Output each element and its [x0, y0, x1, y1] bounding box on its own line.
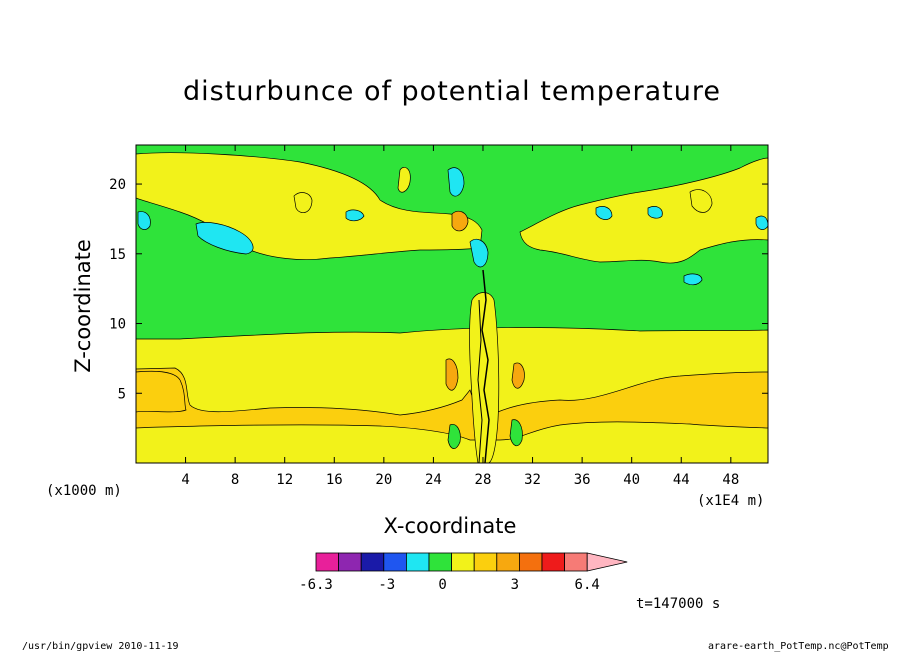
x-tick-label: 16: [326, 472, 343, 488]
colorbar-label: 6.4: [575, 577, 600, 593]
x-tick-label: 40: [623, 472, 640, 488]
cold-patch: [683, 273, 703, 286]
warm-patch: [397, 167, 411, 193]
colorbar-box: [496, 552, 520, 572]
warm-patch: [689, 189, 713, 213]
cold-patch: [469, 238, 489, 268]
warm-layer-west: [136, 370, 187, 413]
cold-patch: [137, 211, 151, 230]
cold-patch: [195, 222, 254, 255]
colorbar-box: [473, 552, 498, 572]
colorbar-arrow: [586, 552, 628, 572]
plume-contours: [477, 299, 483, 463]
warm-core: [511, 362, 525, 389]
x-tick-label: 28: [475, 472, 492, 488]
plot-area: [136, 145, 768, 463]
colorbar-box: [338, 552, 362, 572]
cool-core: [447, 424, 461, 449]
warm-layer-fill: [136, 367, 768, 441]
x-tick-label: 44: [673, 472, 690, 488]
cool-core: [509, 419, 523, 447]
colorbar-box: [451, 552, 475, 572]
cold-patch: [595, 206, 613, 220]
colorbar-box: [405, 552, 430, 572]
colorbar-label: -3: [378, 577, 395, 593]
x-unit-label: (x1E4 m): [697, 493, 765, 509]
colorbar-box: [383, 552, 407, 572]
plot-frame: [135, 144, 769, 464]
x-tick-label: 24: [425, 472, 442, 488]
x-tick-label: 20: [375, 472, 392, 488]
warm-core: [451, 210, 469, 232]
upper-warm-band-east: [519, 157, 768, 264]
x-tick-label: 4: [181, 472, 189, 488]
warm-patch: [293, 192, 313, 214]
y-tick-label: 15: [109, 247, 126, 263]
y-tick-label: 10: [109, 317, 126, 333]
colorbar: -6.3 -3 0 3 6.4: [299, 552, 628, 593]
x-tick-label: 12: [276, 472, 293, 488]
x-tick-label: 36: [574, 472, 591, 488]
x-axis-label: X-coordinate: [383, 514, 517, 538]
colorbar-label: 3: [511, 577, 519, 593]
colorbar-box: [428, 552, 453, 572]
plume-column: [469, 292, 500, 463]
footer-program-date: /usr/bin/gpview 2010-11-19: [22, 641, 179, 652]
y-tick-label: 5: [118, 386, 126, 402]
cold-patch: [447, 167, 465, 197]
x-tick-label: 8: [231, 472, 239, 488]
colorbar-box: [360, 552, 385, 572]
colorbar-box: [541, 552, 566, 572]
time-annotation: t=147000 s: [636, 596, 721, 612]
y-unit-label: (x1000 m): [46, 483, 122, 499]
x-axis: 4 8 12 16 20 24 28 32 36 40 44 48: [181, 145, 739, 488]
warm-core: [445, 358, 459, 391]
colorbar-box: [519, 552, 543, 572]
x-tick-label: 32: [524, 472, 541, 488]
colorbar-box: [315, 552, 340, 572]
colorbar-box: [564, 552, 588, 572]
x-tick-label: 48: [722, 472, 739, 488]
y-axis: 5 10 15 20: [109, 177, 768, 402]
colorbar-label: 0: [438, 577, 446, 593]
colorbar-label: -6.3: [299, 577, 333, 593]
plume-contours: [481, 269, 490, 463]
footer-file-variable: arare-earth_PotTemp.nc@PotTemp: [708, 641, 889, 652]
cold-patch: [647, 206, 663, 219]
cold-patch: [345, 209, 365, 222]
y-tick-label: 20: [109, 177, 126, 193]
mid-layer-fill: [136, 327, 768, 463]
cold-patch: [755, 215, 768, 230]
chart-title: disturbunce of potential temperature: [183, 76, 721, 107]
